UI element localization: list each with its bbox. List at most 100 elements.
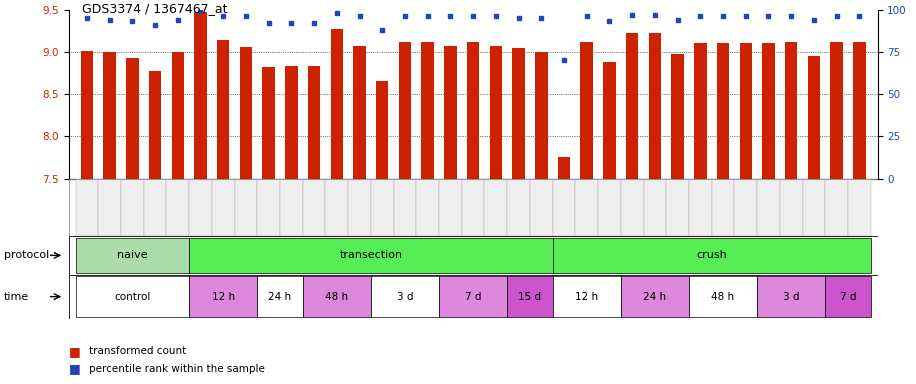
Bar xyxy=(257,179,280,236)
Text: 7 d: 7 d xyxy=(464,291,482,302)
Bar xyxy=(376,81,388,179)
Text: 12 h: 12 h xyxy=(575,291,598,302)
Bar xyxy=(144,179,167,236)
Bar xyxy=(121,179,144,236)
Bar xyxy=(831,42,843,179)
Bar xyxy=(444,46,457,179)
Bar xyxy=(98,179,121,236)
Text: crush: crush xyxy=(696,250,727,260)
Bar xyxy=(75,179,98,236)
Bar xyxy=(626,33,638,179)
Bar xyxy=(735,179,758,236)
Bar xyxy=(462,179,485,236)
Bar xyxy=(371,276,439,317)
Bar xyxy=(671,53,684,179)
Bar xyxy=(439,276,507,317)
Bar xyxy=(217,40,229,179)
Text: percentile rank within the sample: percentile rank within the sample xyxy=(89,364,265,374)
Bar xyxy=(785,42,798,179)
Bar xyxy=(348,179,371,236)
Bar xyxy=(644,179,666,236)
Text: ■: ■ xyxy=(69,345,81,358)
Bar xyxy=(739,43,752,179)
Bar xyxy=(603,62,616,179)
Bar xyxy=(75,276,189,317)
Text: 12 h: 12 h xyxy=(212,291,234,302)
Text: naive: naive xyxy=(117,250,147,260)
Bar xyxy=(552,276,621,317)
Text: transformed count: transformed count xyxy=(89,346,186,356)
Text: transection: transection xyxy=(339,250,402,260)
Text: 3 d: 3 d xyxy=(397,291,413,302)
Text: 3 d: 3 d xyxy=(783,291,800,302)
Text: 7 d: 7 d xyxy=(840,291,856,302)
Text: 24 h: 24 h xyxy=(643,291,667,302)
Bar xyxy=(394,179,416,236)
Bar xyxy=(694,43,706,179)
Bar xyxy=(189,276,257,317)
Bar xyxy=(512,48,525,179)
Bar xyxy=(802,179,825,236)
Bar xyxy=(485,179,507,236)
Bar xyxy=(285,66,298,179)
Bar xyxy=(848,179,871,236)
Bar xyxy=(104,52,115,179)
Bar xyxy=(808,56,820,179)
Bar xyxy=(262,67,275,179)
Bar xyxy=(552,238,871,273)
Bar xyxy=(621,276,689,317)
Bar xyxy=(507,276,552,317)
Bar xyxy=(649,33,661,179)
Bar xyxy=(762,43,775,179)
Bar xyxy=(171,52,184,179)
Bar xyxy=(280,179,302,236)
Bar xyxy=(666,179,689,236)
Bar xyxy=(853,42,866,179)
Bar xyxy=(758,276,825,317)
Bar xyxy=(439,179,462,236)
Text: ■: ■ xyxy=(69,362,81,375)
Bar xyxy=(325,179,348,236)
Bar xyxy=(717,43,729,179)
Bar xyxy=(467,42,479,179)
Bar xyxy=(780,179,802,236)
Bar xyxy=(575,179,598,236)
Bar xyxy=(189,238,552,273)
Bar xyxy=(240,47,252,179)
Bar xyxy=(331,29,344,179)
Bar xyxy=(302,276,371,317)
Bar xyxy=(81,51,93,179)
Bar xyxy=(712,179,735,236)
Bar xyxy=(75,238,189,273)
Bar xyxy=(189,179,212,236)
Text: control: control xyxy=(114,291,150,302)
Bar xyxy=(416,179,439,236)
Bar xyxy=(552,179,575,236)
Bar xyxy=(398,42,411,179)
Bar xyxy=(689,276,758,317)
Text: GDS3374 / 1367467_at: GDS3374 / 1367467_at xyxy=(82,2,228,15)
Text: 15 d: 15 d xyxy=(518,291,541,302)
Bar xyxy=(507,179,530,236)
Text: 48 h: 48 h xyxy=(712,291,735,302)
Bar xyxy=(581,42,593,179)
Bar xyxy=(598,179,621,236)
Bar xyxy=(535,52,548,179)
Text: 48 h: 48 h xyxy=(325,291,348,302)
Bar xyxy=(257,276,302,317)
Bar xyxy=(530,179,552,236)
Bar xyxy=(167,179,189,236)
Bar xyxy=(825,179,848,236)
Bar xyxy=(354,46,365,179)
Bar xyxy=(126,58,138,179)
Bar xyxy=(212,179,234,236)
Text: time: time xyxy=(4,291,29,302)
Bar xyxy=(421,42,434,179)
Bar xyxy=(621,179,644,236)
Bar xyxy=(689,179,712,236)
Bar xyxy=(371,179,394,236)
Bar xyxy=(825,276,871,317)
Bar xyxy=(558,157,571,179)
Bar xyxy=(302,179,325,236)
Bar xyxy=(308,66,321,179)
